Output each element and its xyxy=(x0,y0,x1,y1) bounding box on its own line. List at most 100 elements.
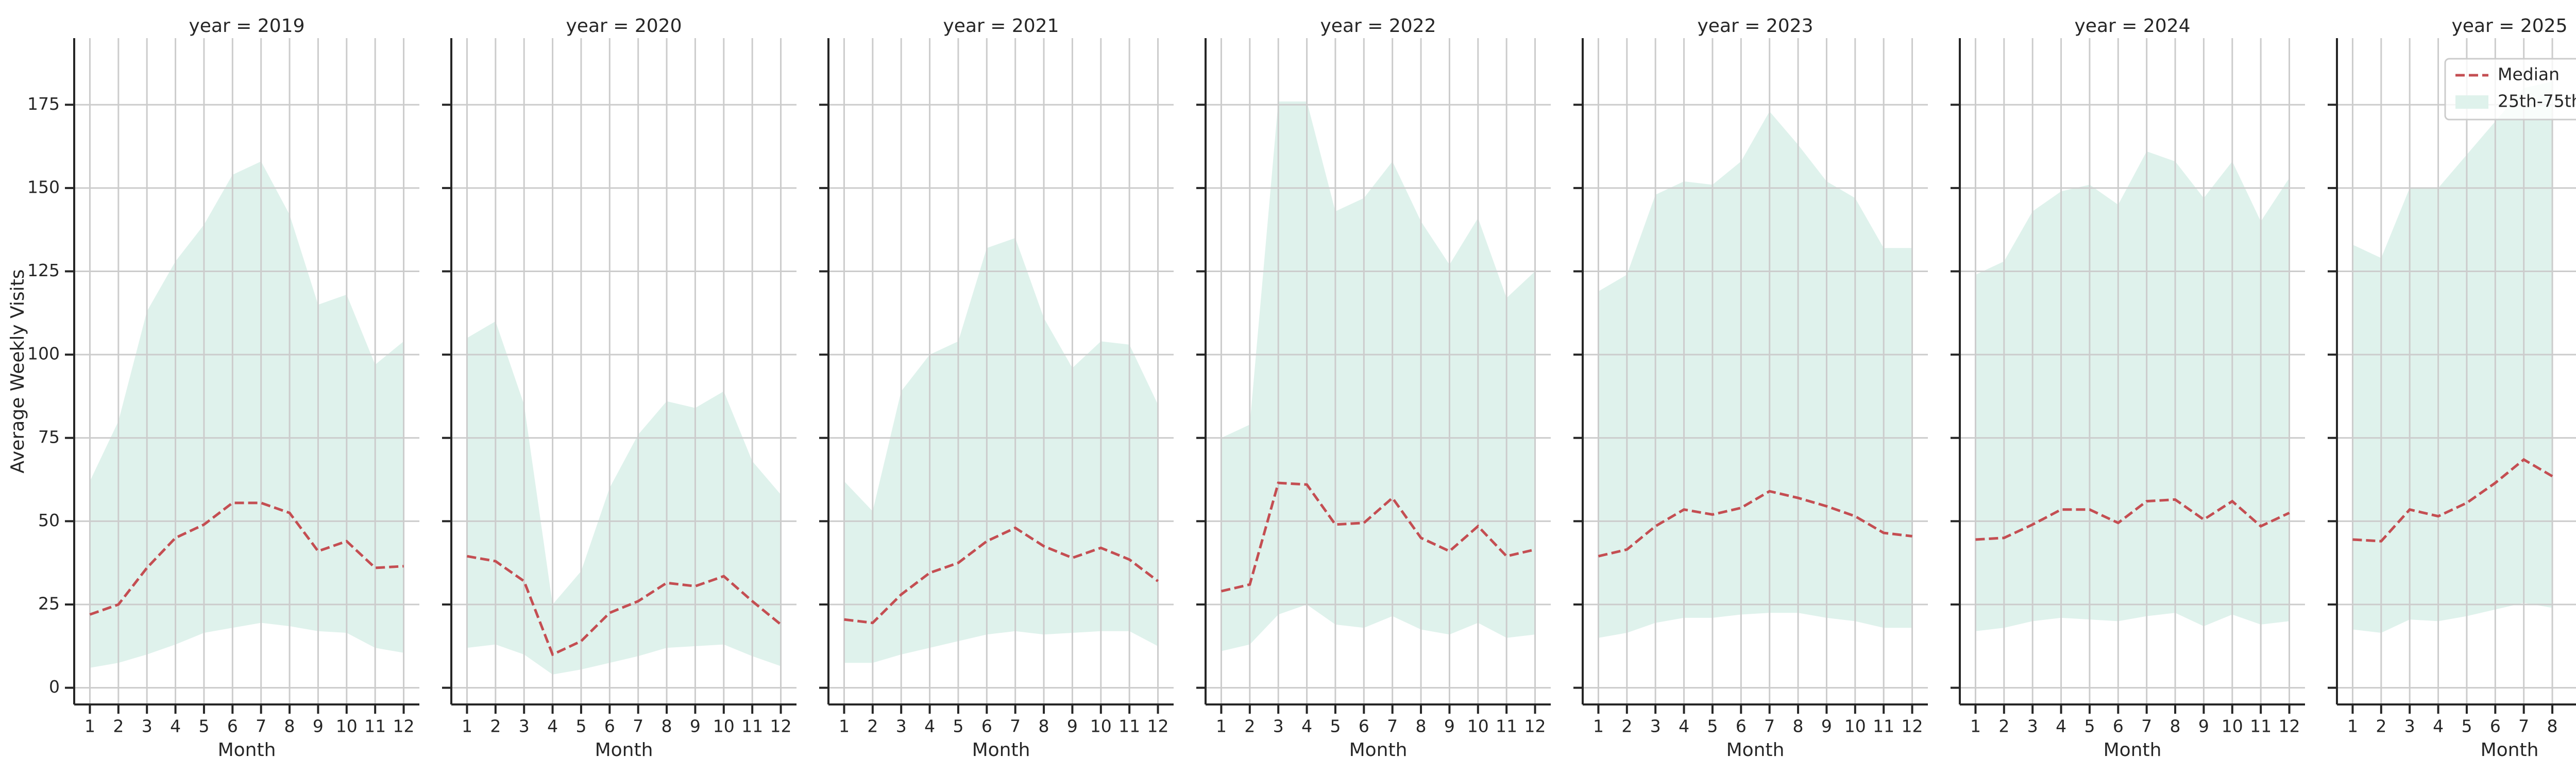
x-tick-label: 12 xyxy=(1902,716,1923,736)
y-tick-label: 25 xyxy=(38,594,60,614)
x-tick-label: 5 xyxy=(575,716,586,736)
facet-title: year = 2022 xyxy=(1320,15,1436,37)
x-tick-label: 2 xyxy=(2376,716,2386,736)
median-line xyxy=(89,501,404,616)
x-tick-label: 6 xyxy=(604,716,615,736)
x-tick-label: 1 xyxy=(2347,716,2358,736)
x-tick-label: 7 xyxy=(1010,716,1021,736)
x-tick-label: 6 xyxy=(981,716,992,736)
x-tick-label: 3 xyxy=(142,716,152,736)
facet-title: year = 2024 xyxy=(2075,15,2191,37)
x-tick-label: 4 xyxy=(1301,716,1312,736)
x-tick-label: 9 xyxy=(1821,716,1832,736)
x-tick-label: 8 xyxy=(1039,716,1049,736)
x-tick-label: 6 xyxy=(227,716,238,736)
y-tick-label: 100 xyxy=(27,344,60,364)
x-tick-label: 4 xyxy=(170,716,181,736)
x-tick-label: 4 xyxy=(2433,716,2444,736)
median-line xyxy=(1598,490,1912,558)
x-tick-label: 9 xyxy=(2575,716,2576,736)
x-tick-label: 4 xyxy=(547,716,558,736)
percentile-band xyxy=(1598,111,1912,638)
x-tick-label: 1 xyxy=(1216,716,1227,736)
x-tick-label: 11 xyxy=(741,716,763,736)
x-tick-label: 8 xyxy=(1416,716,1427,736)
legend-label: Median xyxy=(2498,64,2560,85)
x-tick-label: 12 xyxy=(1147,716,1169,736)
x-tick-label: 6 xyxy=(2113,716,2124,736)
x-tick-label: 12 xyxy=(1524,716,1546,736)
x-tick-label: 11 xyxy=(1118,716,1140,736)
x-tick-label: 5 xyxy=(1707,716,1718,736)
y-tick-label: 0 xyxy=(49,677,60,697)
x-axis-label: Month xyxy=(2104,740,2162,761)
facet-title: year = 2023 xyxy=(1698,15,1814,37)
x-tick-label: 2 xyxy=(1621,716,1632,736)
x-tick-label: 8 xyxy=(284,716,295,736)
x-tick-label: 9 xyxy=(2198,716,2209,736)
median-line xyxy=(1975,498,2290,541)
y-tick-label: 75 xyxy=(38,427,60,447)
median-line xyxy=(2352,458,2553,543)
percentile-band xyxy=(467,321,781,675)
x-tick-label: 12 xyxy=(393,716,415,736)
facet-title: year = 2019 xyxy=(189,15,305,37)
legend-label: 25th-75th Percentile xyxy=(2498,91,2576,111)
x-tick-label: 2 xyxy=(1998,716,2009,736)
y-axis-label: Average Weekly Visits xyxy=(7,269,28,473)
x-tick-label: 3 xyxy=(896,716,907,736)
x-tick-label: 10 xyxy=(336,716,358,736)
x-tick-label: 1 xyxy=(462,716,472,736)
x-tick-label: 11 xyxy=(2250,716,2272,736)
x-tick-label: 12 xyxy=(2279,716,2300,736)
x-tick-label: 7 xyxy=(2141,716,2152,736)
x-tick-label: 8 xyxy=(662,716,672,736)
x-tick-label: 6 xyxy=(1736,716,1747,736)
x-tick-label: 10 xyxy=(2222,716,2243,736)
x-tick-label: 7 xyxy=(633,716,643,736)
x-tick-label: 1 xyxy=(84,716,95,736)
percentile-band xyxy=(1221,101,1535,651)
x-tick-label: 2 xyxy=(867,716,878,736)
median-line xyxy=(1221,481,1536,593)
x-tick-label: 7 xyxy=(1387,716,1398,736)
x-tick-label: 7 xyxy=(2518,716,2529,736)
x-tick-label: 1 xyxy=(1593,716,1604,736)
x-tick-label: 2 xyxy=(490,716,501,736)
median-line xyxy=(844,526,1159,625)
x-tick-label: 4 xyxy=(1679,716,1689,736)
legend-swatch xyxy=(2455,95,2488,109)
y-tick-label: 150 xyxy=(27,177,60,197)
x-tick-label: 10 xyxy=(1090,716,1112,736)
x-tick-label: 5 xyxy=(953,716,963,736)
x-tick-label: 1 xyxy=(839,716,850,736)
x-tick-label: 11 xyxy=(1873,716,1894,736)
x-tick-label: 7 xyxy=(1764,716,1775,736)
x-tick-label: 4 xyxy=(924,716,935,736)
x-tick-label: 8 xyxy=(2547,716,2558,736)
x-tick-label: 10 xyxy=(713,716,735,736)
x-axis-label: Month xyxy=(1349,740,1408,761)
x-tick-label: 8 xyxy=(1793,716,1804,736)
x-tick-label: 4 xyxy=(2056,716,2066,736)
x-axis-label: Month xyxy=(1726,740,1785,761)
x-tick-label: 3 xyxy=(1273,716,1284,736)
x-axis-label: Month xyxy=(972,740,1030,761)
x-tick-label: 9 xyxy=(1067,716,1078,736)
percentile-band xyxy=(844,238,1158,663)
percentile-band xyxy=(1975,151,2290,631)
x-tick-label: 9 xyxy=(690,716,701,736)
x-tick-label: 3 xyxy=(2404,716,2415,736)
facet-title: year = 2020 xyxy=(566,15,682,37)
y-tick-label: 125 xyxy=(27,260,60,280)
percentile-band xyxy=(2352,81,2553,633)
y-tick-label: 175 xyxy=(27,94,60,114)
median-line xyxy=(467,554,782,657)
x-tick-label: 11 xyxy=(1496,716,1517,736)
x-tick-label: 3 xyxy=(1650,716,1661,736)
x-tick-label: 9 xyxy=(1444,716,1455,736)
x-tick-label: 1 xyxy=(1970,716,1981,736)
x-tick-label: 2 xyxy=(1244,716,1255,736)
x-tick-label: 5 xyxy=(2084,716,2095,736)
